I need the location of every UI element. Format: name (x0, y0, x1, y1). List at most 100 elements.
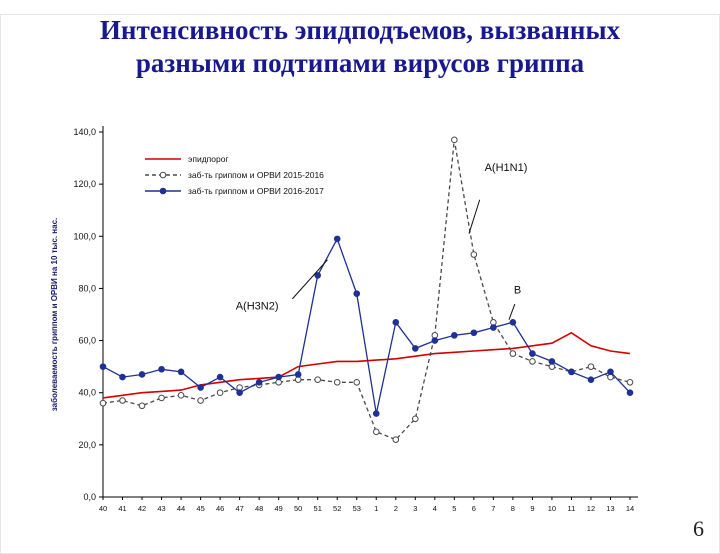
data-point (138, 402, 146, 410)
data-point (529, 358, 536, 365)
x-tick-label: 5 (452, 504, 456, 513)
slide-title-line1: Интенсивность эпидподъемов, вызванных (99, 15, 621, 45)
y-axis-title: заболеваемость гриппом и ОРВИ на 10 тыс.… (50, 218, 59, 411)
data-point (470, 251, 478, 258)
data-point (158, 394, 165, 402)
x-tick-label: 47 (235, 504, 243, 513)
x-tick-label: 51 (314, 504, 322, 513)
data-point (392, 319, 400, 326)
x-tick-label: 42 (138, 504, 146, 513)
x-tick-label: 50 (294, 504, 302, 513)
slide-title-line2: разными подтипами вирусов гриппа (135, 47, 585, 78)
data-point (587, 363, 595, 370)
data-point (294, 371, 302, 378)
data-point (177, 368, 185, 376)
x-tick-label: 14 (626, 504, 634, 513)
annotation-pointer-2 (508, 303, 516, 320)
data-point (490, 324, 497, 331)
x-tick-label: 49 (274, 504, 282, 513)
x-tick-label: 6 (472, 504, 476, 513)
legend-label: эпидпорог (188, 154, 229, 164)
data-point (275, 373, 282, 381)
x-tick-label: 8 (511, 504, 515, 513)
data-point (216, 389, 224, 397)
annotation-pointer-0 (468, 199, 481, 234)
data-point (197, 384, 204, 391)
data-point (626, 378, 634, 386)
x-tick-label: 2 (394, 504, 398, 513)
data-point (119, 373, 126, 381)
data-point (411, 345, 419, 352)
x-tick-label: 48 (255, 504, 263, 513)
x-tick-label: 13 (606, 504, 614, 513)
x-tick-label: 9 (530, 504, 534, 513)
x-tick-label: 44 (177, 504, 185, 513)
data-point (158, 365, 165, 373)
y-tick-label: 80,0 (78, 283, 96, 293)
data-point (509, 350, 517, 357)
y-tick-label: 120,0 (73, 179, 96, 189)
data-point (255, 378, 263, 386)
x-tick-label: 52 (333, 504, 341, 513)
data-point (411, 415, 419, 423)
data-point (99, 399, 107, 407)
x-tick-label: 40 (99, 504, 107, 513)
data-point (333, 378, 341, 386)
annotation-label-2: B (514, 285, 521, 297)
data-point (626, 389, 634, 397)
series-line-0 (102, 331, 631, 399)
data-point (314, 272, 322, 279)
data-point (197, 397, 204, 404)
x-tick-label: 12 (587, 504, 595, 513)
legend-marker (159, 187, 167, 195)
x-tick-label: 3 (413, 504, 417, 513)
x-tick-label: 7 (491, 504, 495, 513)
data-point (529, 350, 536, 357)
x-tick-label: 46 (216, 504, 224, 513)
data-point (314, 376, 322, 383)
annotation-pointer-1 (291, 259, 328, 300)
annotation-label-1: A(H3N2) (236, 300, 279, 312)
y-tick-label: 140,0 (73, 127, 96, 137)
data-point (392, 436, 400, 443)
x-tick-label: 41 (118, 504, 126, 513)
x-tick-label: 43 (157, 504, 165, 513)
slide-title: Интенсивность эпидподъемов, вызванных ра… (0, 14, 720, 80)
legend-label: заб-ть гриппом и ОРВИ 2015-2016 (188, 170, 324, 180)
x-tick-label: 45 (196, 504, 204, 513)
x-tick-label: 1 (374, 504, 378, 513)
data-point (216, 373, 224, 381)
data-point (138, 371, 146, 378)
y-tick-label: 0,0 (83, 492, 96, 502)
data-point (372, 428, 380, 436)
data-point (451, 136, 458, 144)
annotation-label-0: A(H1N1) (485, 162, 528, 174)
x-tick-label: 4 (433, 504, 437, 513)
y-tick-label: 20,0 (78, 440, 96, 450)
data-point (236, 389, 243, 397)
data-point (431, 337, 439, 344)
data-point (548, 358, 556, 365)
y-tick-label: 40,0 (78, 388, 96, 398)
data-point (99, 363, 107, 370)
data-point (353, 378, 361, 386)
series-line-1 (102, 139, 631, 441)
data-point (372, 410, 380, 417)
y-tick-label: 100,0 (73, 231, 96, 241)
page-number: 6 (693, 516, 704, 541)
data-point (470, 329, 478, 337)
x-tick-label: 10 (548, 504, 556, 513)
data-point (509, 319, 517, 326)
x-tick-label: 53 (353, 504, 361, 513)
series-line-2 (102, 237, 631, 414)
data-point (353, 290, 361, 297)
y-tick-label: 60,0 (78, 336, 96, 346)
data-point (119, 397, 126, 404)
legend-label: заб-ть гриппом и ОРВИ 2016-2017 (188, 186, 324, 196)
data-point (333, 235, 341, 243)
data-point (568, 368, 575, 376)
data-point (607, 368, 614, 376)
data-point (177, 392, 185, 399)
data-point (587, 376, 595, 383)
